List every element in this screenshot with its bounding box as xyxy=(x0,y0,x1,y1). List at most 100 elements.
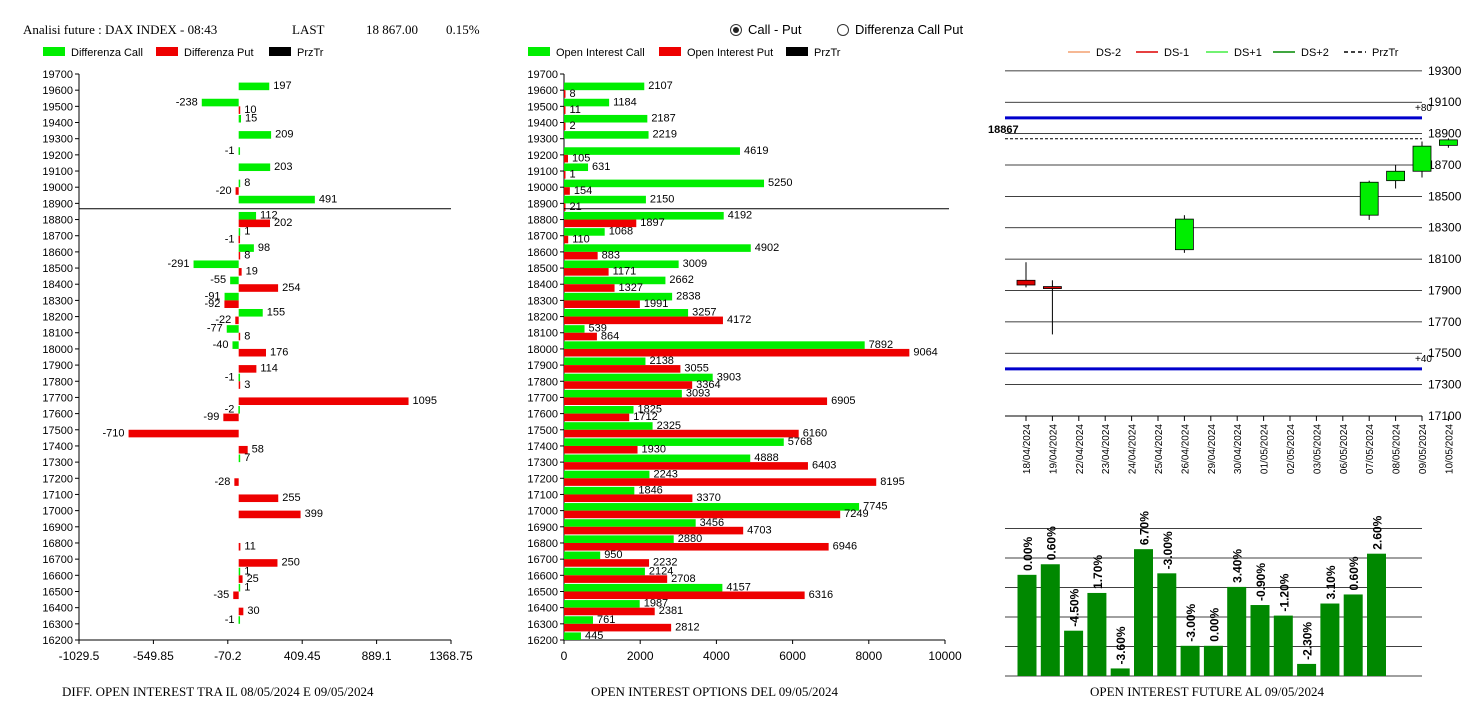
call-bar xyxy=(564,503,860,511)
put-bar xyxy=(238,575,243,583)
put-bar xyxy=(238,348,266,357)
call-bar xyxy=(238,195,315,204)
put-bar xyxy=(564,235,569,244)
bar-value-label: 2325 xyxy=(657,420,681,432)
put-bar xyxy=(238,445,248,454)
call-bar xyxy=(564,567,645,576)
y-tick-label: 16400 xyxy=(42,603,73,615)
bar-value-label: 7249 xyxy=(844,508,868,520)
bar-value-label: 631 xyxy=(592,161,610,173)
call-bar xyxy=(564,373,713,382)
call-bar xyxy=(564,389,682,398)
oi-future-bar xyxy=(1017,574,1037,676)
bar-value-label: 197 xyxy=(273,80,291,92)
bar-value-label: 399 xyxy=(305,508,323,520)
y-tick-label: 18000 xyxy=(527,344,558,356)
y-tick-label: 17300 xyxy=(1428,378,1462,392)
put-bar xyxy=(564,381,693,389)
change-percent: 0.15% xyxy=(446,22,480,37)
bar-value-label: 2124 xyxy=(649,565,673,577)
y-tick-label: 18100 xyxy=(42,328,73,340)
bar-value-label: 254 xyxy=(282,282,300,294)
x-tick-label: 06/05/2024 xyxy=(1339,424,1350,474)
legend-swatch xyxy=(43,47,65,56)
y-tick-label: 19700 xyxy=(42,69,73,81)
bar-value-label: 155 xyxy=(267,307,285,319)
bar-value-label: 883 xyxy=(602,249,620,261)
call-bar xyxy=(238,373,241,382)
oi-future-label: 0.00% xyxy=(1207,607,1221,641)
put-bar xyxy=(564,478,877,486)
bar-value-label: 1184 xyxy=(613,96,637,108)
candle-body xyxy=(1412,145,1432,172)
put-bar xyxy=(238,494,279,503)
radio-diff-call-put[interactable]: Differenza Call Put xyxy=(837,22,963,37)
y-tick-label: 17300 xyxy=(527,457,558,469)
put-bar xyxy=(238,397,409,406)
bar-value-label: 2138 xyxy=(649,355,673,367)
bar-value-label: 1991 xyxy=(644,298,668,310)
y-tick-label: 17500 xyxy=(42,425,73,437)
call-bar xyxy=(564,147,740,155)
put-bar xyxy=(564,187,570,195)
bar-value-label: 2243 xyxy=(653,468,677,480)
legend-label: DS-1 xyxy=(1164,47,1189,59)
bar-value-label: 1327 xyxy=(619,282,643,294)
y-tick-label: 18300 xyxy=(42,295,73,307)
x-tick-label: -549.85 xyxy=(133,649,174,663)
call-bar xyxy=(564,195,646,204)
bar-value-label: 3903 xyxy=(717,371,741,383)
put-bar xyxy=(564,591,805,600)
oi-future-label: -3.00% xyxy=(1161,531,1175,569)
x-tick-label: 09/05/2024 xyxy=(1418,424,1429,474)
bar-value-label: 2232 xyxy=(653,557,677,569)
bar-value-label: -238 xyxy=(176,96,198,108)
oi-future-label: -3.60% xyxy=(1114,626,1128,664)
bar-value-label: 3370 xyxy=(696,492,720,504)
y-tick-label: 17800 xyxy=(527,376,558,388)
y-tick-label: 16500 xyxy=(42,586,73,598)
oi-future-bar xyxy=(1064,630,1084,676)
last-label: LAST xyxy=(292,22,325,37)
put-bar xyxy=(564,106,566,114)
level-label: +40 xyxy=(1415,354,1432,365)
legend-label: DS+2 xyxy=(1301,47,1329,59)
oi-future-label: 3.10% xyxy=(1324,565,1338,599)
call-bar xyxy=(238,308,263,317)
bar-value-label: 6160 xyxy=(803,427,827,439)
oi-future-bar xyxy=(1367,553,1386,676)
oi-future-bar xyxy=(1250,605,1270,676)
bar-value-label: 1825 xyxy=(638,404,662,416)
y-tick-label: 18900 xyxy=(1428,127,1462,141)
call-bar xyxy=(564,486,635,495)
bar-value-label: 1068 xyxy=(609,226,633,238)
put-bar xyxy=(223,413,239,422)
bar-value-label: 2187 xyxy=(651,113,675,125)
footer-diff: DIFF. OPEN INTEREST TRA IL 08/05/2024 E … xyxy=(62,684,374,699)
bar-value-label: 4888 xyxy=(754,452,778,464)
call-bar xyxy=(238,228,241,236)
oi-future-bar xyxy=(1227,586,1247,676)
y-tick-label: 18700 xyxy=(1428,158,1462,172)
radio-call-put[interactable]: Call - Put xyxy=(730,22,801,37)
y-tick-label: 17000 xyxy=(527,506,558,518)
put-bar xyxy=(564,171,566,179)
y-tick-label: 19000 xyxy=(527,182,558,194)
y-tick-label: 18100 xyxy=(527,328,558,340)
y-tick-label: 19200 xyxy=(42,150,73,162)
bar-value-label: 491 xyxy=(319,193,337,205)
call-bar xyxy=(238,406,240,414)
bar-value-label: 5768 xyxy=(788,436,812,448)
put-bar xyxy=(238,381,241,389)
bar-value-label: 8 xyxy=(244,177,250,189)
bar-value-label: 1 xyxy=(244,581,250,593)
bar-value-label: -91 xyxy=(205,290,221,302)
y-tick-label: 17500 xyxy=(1428,346,1462,360)
bar-value-label: 11 xyxy=(570,104,581,116)
y-tick-label: 16500 xyxy=(527,586,558,598)
bar-value-label: 4619 xyxy=(744,145,768,157)
bar-value-label: 2662 xyxy=(669,274,693,286)
bar-value-label: 1987 xyxy=(644,598,668,610)
oi-future-label: 0.60% xyxy=(1347,556,1361,590)
put-bar xyxy=(564,268,609,276)
